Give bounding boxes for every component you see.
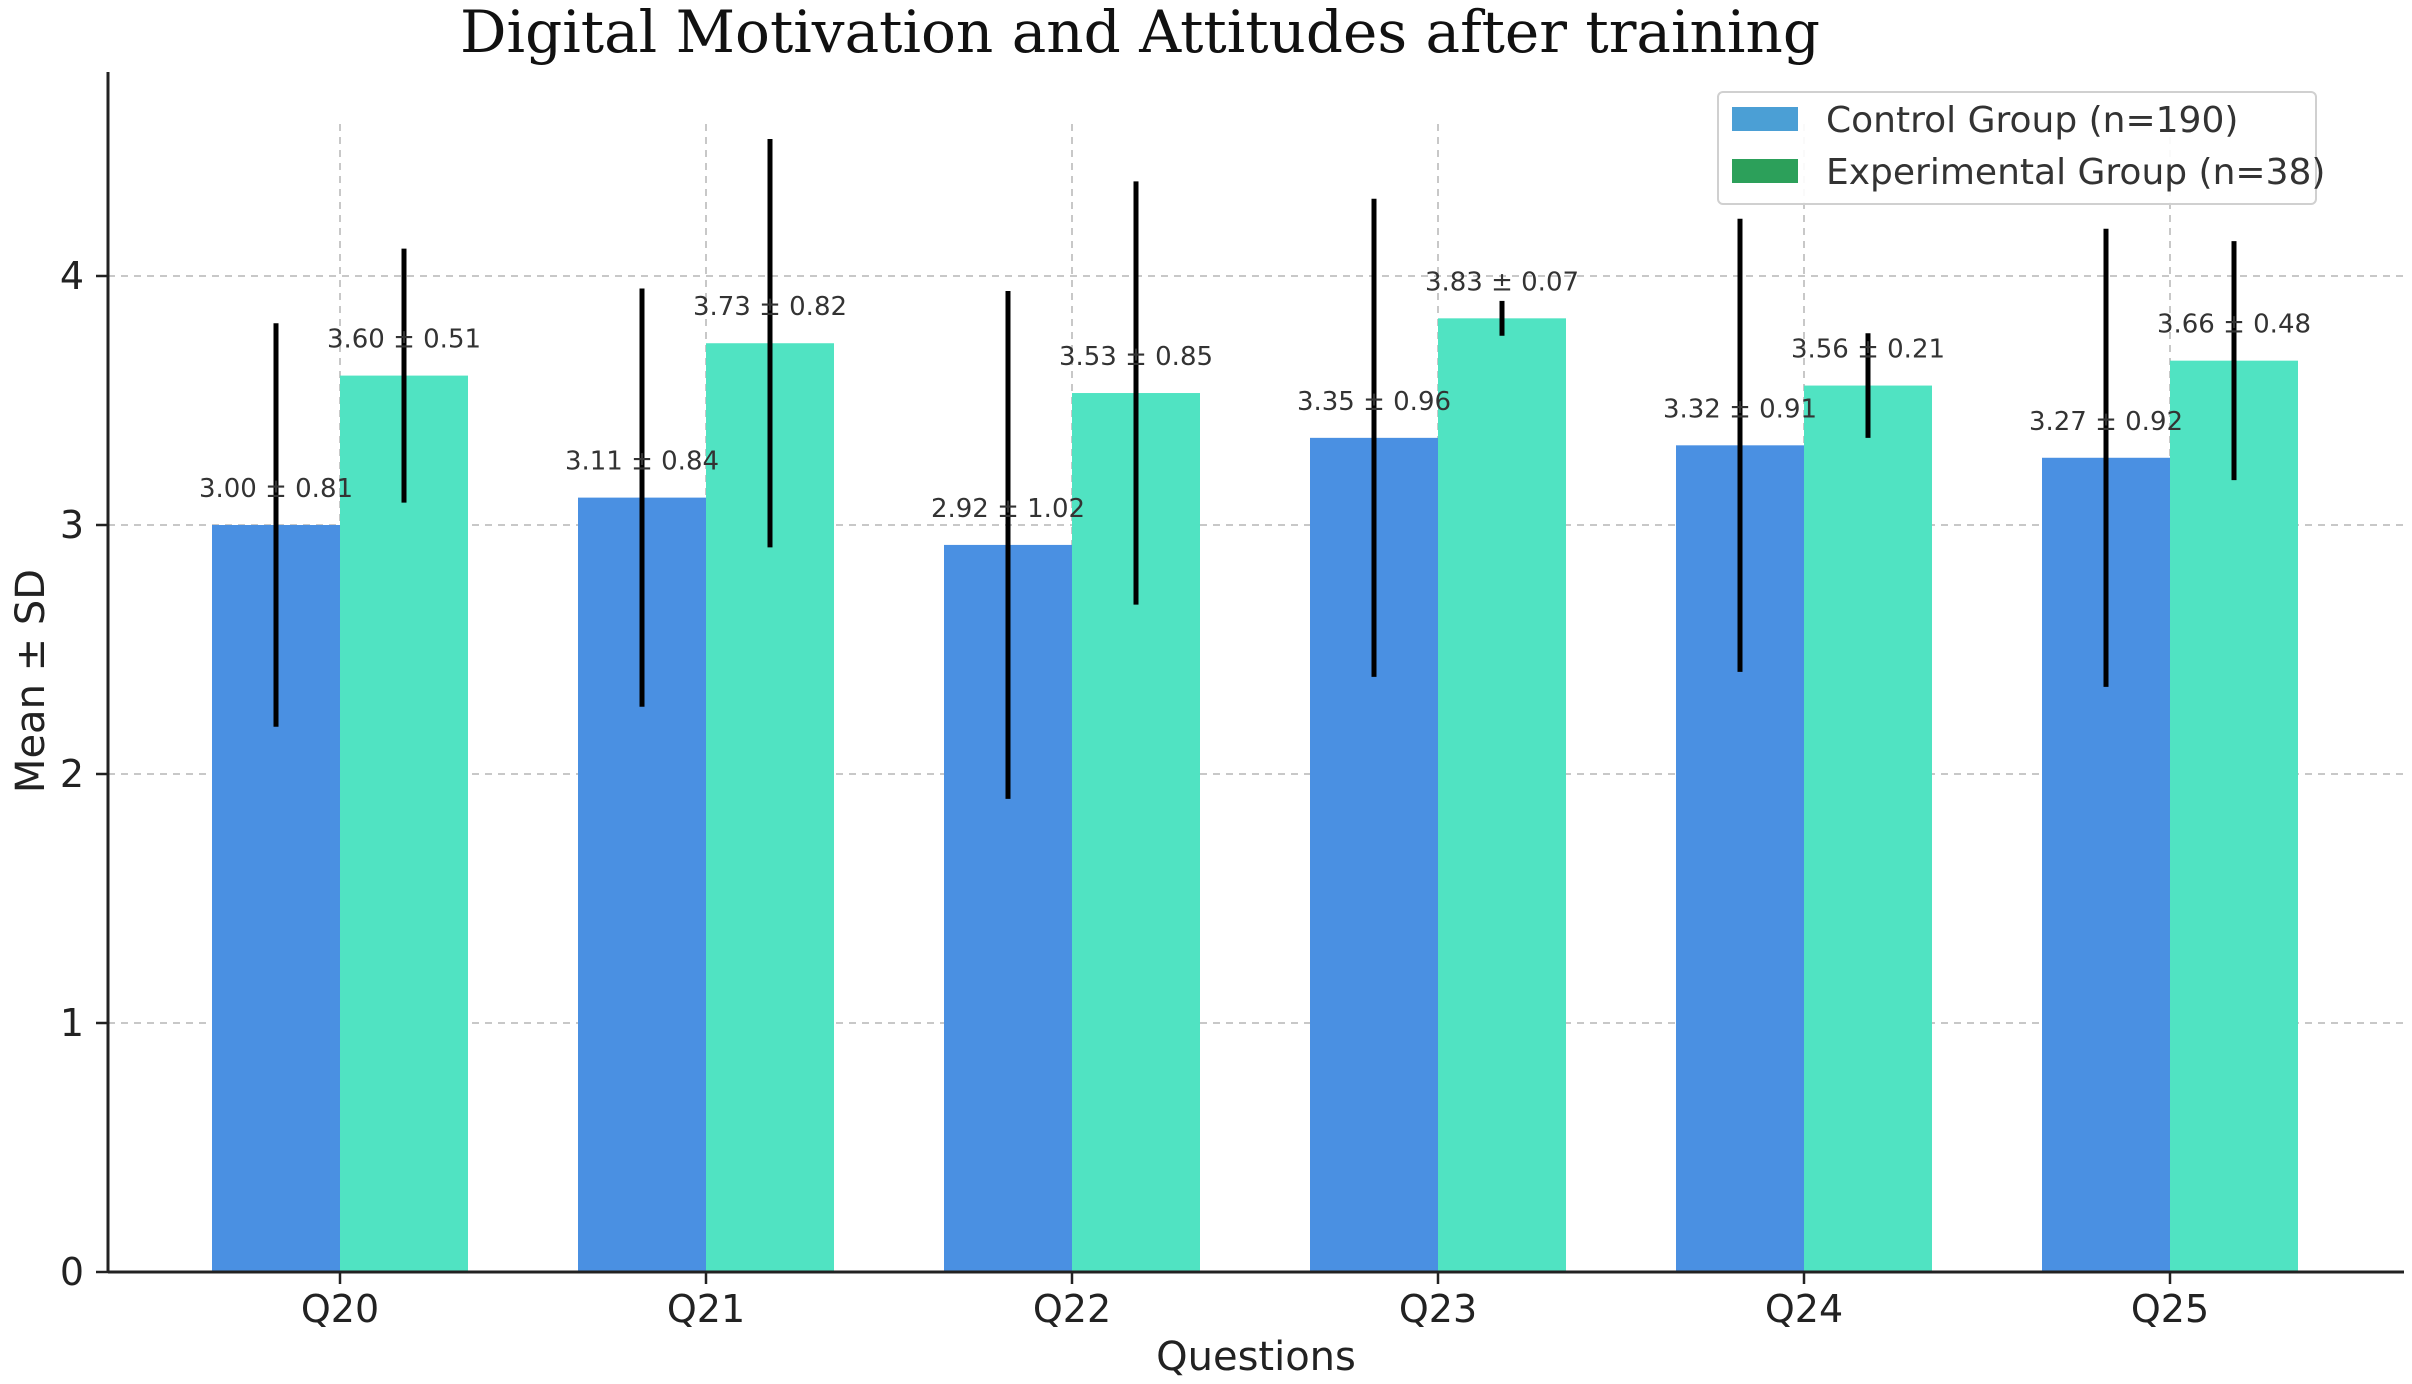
axes: 0 1 2 3 4 Q20 Q21 Q22 Q23 Q24 Q25 (60, 72, 2404, 1331)
value-label-control-Q23: 3.35 ± 0.96 (1297, 387, 1451, 417)
value-label-experimental-Q24: 3.56 ± 0.21 (1791, 335, 1945, 365)
legend-label-control: Control Group (n=190) (1826, 100, 2238, 141)
x-axis-label: Questions (1156, 1334, 1356, 1380)
value-label-control-Q21: 3.11 ± 0.84 (565, 447, 719, 477)
legend-swatch-experimental (1732, 159, 1798, 183)
x-tick-label-Q22: Q22 (1033, 1287, 1111, 1331)
legend-swatch-control (1732, 107, 1798, 131)
value-label-experimental-Q25: 3.66 ± 0.48 (2157, 310, 2311, 340)
value-label-experimental-Q20: 3.60 ± 0.51 (327, 325, 481, 355)
chart-title: Digital Motivation and Attitudes after t… (460, 0, 1820, 66)
value-label-control-Q22: 2.92 ± 1.02 (931, 494, 1085, 524)
legend-frame (1717, 91, 2317, 205)
value-labels: 3.00 ± 0.81 3.11 ± 0.84 2.92 ± 1.02 3.35 ± … (199, 267, 2311, 524)
y-tick-label-4: 4 (60, 254, 84, 298)
value-label-experimental-Q22: 3.53 ± 0.85 (1059, 342, 1213, 372)
bar-experimental-Q25 (2170, 360, 2298, 1272)
y-tick-label-2: 2 (60, 752, 84, 796)
bar-experimental-Q23 (1438, 318, 1566, 1273)
legend-label-experimental: Experimental Group (n=38) (1826, 152, 2325, 193)
value-label-control-Q20: 3.00 ± 0.81 (199, 474, 353, 504)
value-label-experimental-Q23: 3.83 ± 0.07 (1425, 267, 1579, 297)
y-tick-label-0: 0 (60, 1250, 84, 1294)
y-tick-label-3: 3 (60, 503, 84, 547)
error-bars (273, 139, 2237, 799)
x-tick-label-Q21: Q21 (667, 1287, 745, 1331)
legend: Control Group (n=190) Experimental Group… (1717, 91, 2325, 205)
x-tick-label-Q23: Q23 (1399, 1287, 1477, 1331)
x-tick-label-Q24: Q24 (1765, 1287, 1843, 1331)
value-label-control-Q25: 3.27 ± 0.92 (2029, 407, 2183, 437)
y-axis-label: Mean ± SD (8, 569, 54, 793)
x-tick-label-Q20: Q20 (301, 1287, 379, 1331)
value-label-control-Q24: 3.32 ± 0.91 (1663, 394, 1817, 424)
bar-experimental-Q20 (340, 375, 468, 1273)
y-tick-label-1: 1 (60, 1001, 84, 1045)
x-tick-label-Q25: Q25 (2131, 1287, 2209, 1331)
bars (212, 318, 2298, 1273)
value-label-experimental-Q21: 3.73 ± 0.82 (693, 292, 847, 322)
bar-experimental-Q24 (1804, 385, 1932, 1272)
